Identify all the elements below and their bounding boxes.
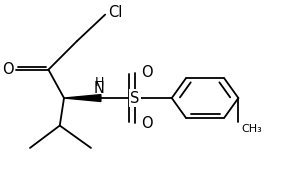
Text: O: O	[141, 116, 153, 131]
Text: CH₃: CH₃	[241, 124, 262, 134]
Text: S: S	[130, 90, 140, 106]
Text: H: H	[95, 76, 104, 89]
Text: O: O	[141, 65, 153, 80]
Text: Cl: Cl	[109, 5, 123, 20]
Text: O: O	[2, 62, 14, 77]
Text: N: N	[94, 81, 105, 96]
Polygon shape	[64, 95, 101, 101]
